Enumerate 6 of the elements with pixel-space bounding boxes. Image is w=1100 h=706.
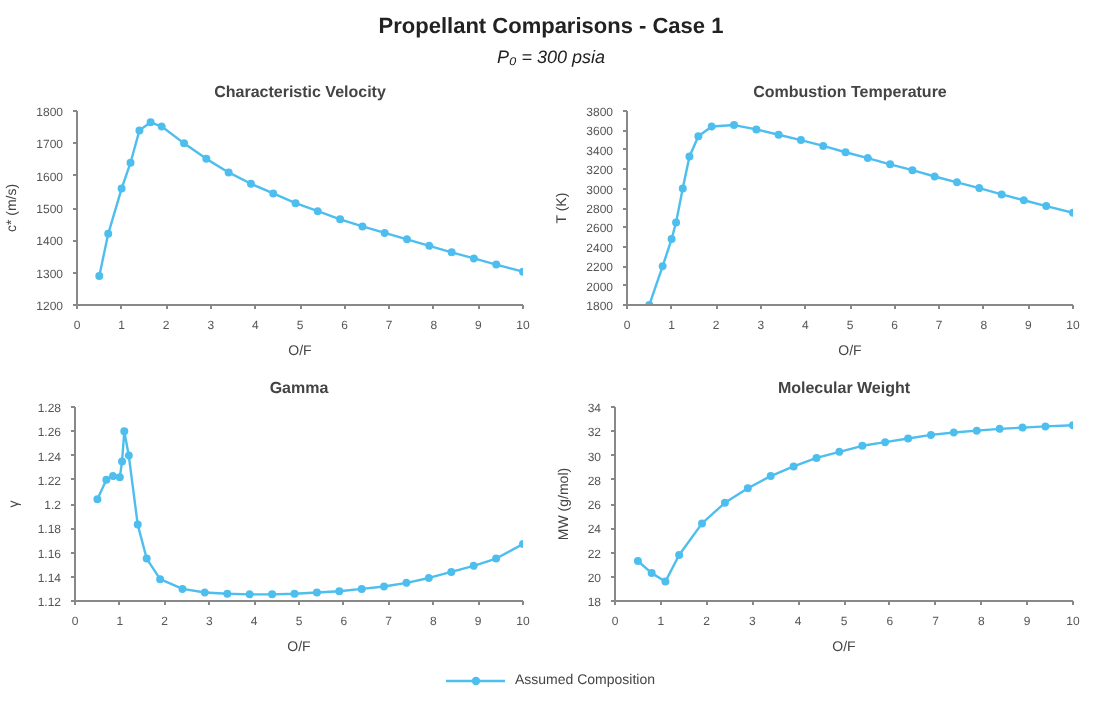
chart-title: Gamma — [269, 379, 330, 397]
chart-title: Molecular Weight — [777, 379, 911, 397]
text: Propellant Comparisons - Case 1 — [378, 14, 724, 39]
chart-title: Characteristic Velocity — [214, 83, 387, 101]
chart-title: Combustion Temperature — [753, 83, 948, 101]
text: P₀ = 300 psia — [496, 46, 606, 67]
